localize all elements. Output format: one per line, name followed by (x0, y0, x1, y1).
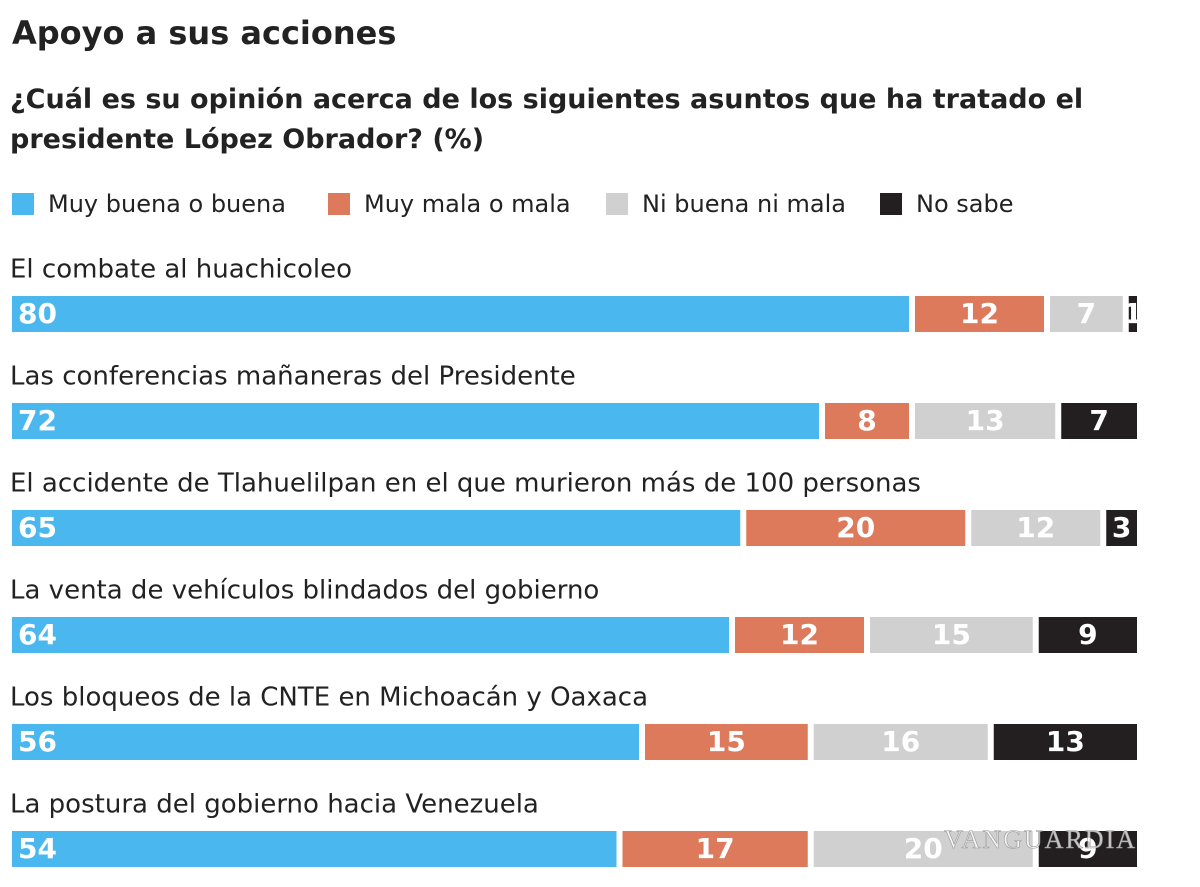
bar-segment (1038, 831, 1137, 867)
value-label: 16 (881, 725, 920, 758)
value-label: 65 (18, 511, 57, 544)
bar-segment (915, 403, 1056, 439)
value-label: 17 (696, 832, 735, 865)
bar-segment (645, 724, 808, 760)
bar-segment (12, 831, 617, 867)
chart-subtitle: ¿Cuál es su opinión acerca de los siguie… (10, 84, 1084, 155)
value-label: 20 (836, 511, 875, 544)
bar-segment (825, 403, 909, 439)
category-label: El accidente de Tlahuelilpan en el que m… (10, 469, 921, 499)
value-label: 54 (18, 832, 57, 865)
value-label: 7 (1089, 404, 1108, 437)
bar-segment (1061, 403, 1137, 439)
value-label: 3 (1112, 511, 1131, 544)
bar-segment (870, 617, 1033, 653)
value-label: 12 (1016, 511, 1055, 544)
bar-segment (735, 617, 864, 653)
value-label: 12 (960, 297, 999, 330)
category-label: La postura del gobierno hacia Venezuela (10, 790, 539, 820)
bar-segment (12, 403, 819, 439)
value-label: 20 (904, 832, 943, 865)
value-label: 64 (18, 618, 57, 651)
bar-segment (1050, 296, 1123, 332)
value-label: 9 (1078, 618, 1097, 651)
legend-label: Ni buena ni mala (642, 190, 846, 218)
legend-swatch (606, 193, 628, 215)
value-label: 56 (18, 725, 57, 758)
bar-segment (12, 296, 909, 332)
value-label: 9 (1078, 832, 1097, 865)
value-label: 13 (1046, 725, 1085, 758)
bar-segment (813, 724, 988, 760)
category-label: La venta de vehículos blindados del gobi… (10, 576, 599, 606)
bar-segment (813, 831, 1033, 867)
bar-segment (12, 617, 729, 653)
category-label: El combate al huachicoleo (10, 255, 352, 285)
bar-segment (746, 510, 966, 546)
legend-swatch (328, 193, 350, 215)
value-label: 7 (1077, 297, 1096, 330)
legend-label: No sabe (916, 190, 1013, 218)
bar-segment (622, 831, 808, 867)
bar-segment (915, 296, 1044, 332)
legend-label: Muy buena o buena (48, 190, 286, 218)
chart-title: Apoyo a sus acciones (12, 14, 397, 52)
value-label: 72 (18, 404, 57, 437)
bar-segment (12, 724, 639, 760)
watermark: VANGUARDIA (944, 825, 1137, 854)
bar-segment (1038, 617, 1137, 653)
bar-segment (993, 724, 1137, 760)
value-label: 12 (780, 618, 819, 651)
legend-label: Muy mala o mala (364, 190, 571, 218)
bar-segment (971, 510, 1101, 546)
value-label: 15 (707, 725, 746, 758)
value-label: 8 (857, 404, 876, 437)
bar-segment (1128, 296, 1137, 332)
value-label: 80 (18, 297, 57, 330)
legend-swatch (12, 193, 34, 215)
category-label: Los bloqueos de la CNTE en Michoacán y O… (10, 683, 648, 713)
value-label: 13 (966, 404, 1005, 437)
bar-segment (1106, 510, 1137, 546)
value-label: 15 (932, 618, 971, 651)
value-label: 1 (1123, 297, 1142, 330)
legend-swatch (880, 193, 902, 215)
bar-segment (12, 510, 741, 546)
category-label: Las conferencias mañaneras del President… (10, 362, 576, 392)
